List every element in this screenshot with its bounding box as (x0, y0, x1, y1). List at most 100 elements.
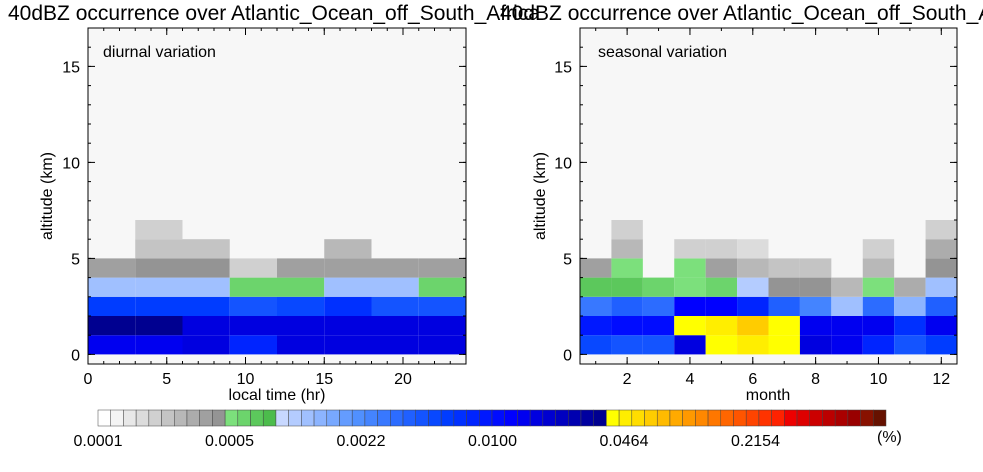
colorbar-swatch (695, 409, 709, 427)
right-xtick-label: 4 (686, 371, 695, 388)
left-heatmap-cell (135, 316, 183, 336)
colorbar-swatch (644, 409, 658, 427)
left-ytick-label: 15 (62, 59, 80, 76)
colorbar-swatch (733, 409, 747, 427)
colorbar-swatch (262, 409, 277, 427)
left-heatmap-cell (277, 258, 325, 278)
right-heatmap-cell (705, 277, 738, 297)
right-heatmap-cell (799, 258, 832, 278)
colorbar-swatch (453, 409, 467, 427)
right-ytick-label: 0 (563, 347, 572, 364)
left-heatmap-cell (324, 335, 372, 355)
right-heatmap-cell (768, 277, 800, 297)
right-heatmap-cell (862, 316, 895, 336)
left-heatmap-cell (371, 335, 419, 355)
left-heatmap-cell (135, 296, 183, 316)
colorbar-swatch (580, 409, 594, 427)
colorbar-swatch (466, 409, 480, 427)
colorbar-swatch (390, 409, 404, 427)
left-heatmap-cell (277, 316, 325, 336)
left-heatmap-cell (88, 277, 136, 297)
colorbar-swatch (186, 409, 200, 427)
left-heatmap-cell (229, 296, 277, 316)
right-heatmap-cell (611, 258, 643, 278)
left-heatmap-cells (88, 220, 466, 355)
colorbar-swatch (351, 409, 366, 427)
right-heatmap-cell (925, 258, 957, 278)
colorbar-swatch (593, 409, 607, 427)
left-heatmap-cell (418, 296, 466, 316)
right-xtick-label: 2 (623, 371, 632, 388)
left-heatmap-cell (229, 277, 277, 297)
right-heatmap-cell (862, 239, 895, 259)
right-heatmap-cell (642, 277, 675, 297)
colorbar-swatch (618, 409, 633, 427)
left-heatmap-cell (277, 277, 325, 297)
colorbar-swatch (707, 409, 722, 427)
right-heatmap-cell (737, 277, 769, 297)
right-heatmap-cell (925, 296, 957, 316)
colorbar-swatch (873, 409, 887, 427)
right-heatmap-cell (737, 258, 769, 278)
right-heatmap-cell (611, 296, 643, 316)
left-xtick-label: 10 (237, 371, 255, 388)
right-heatmap-cell (674, 316, 706, 336)
colorbar-swatch (301, 409, 315, 427)
left-heatmap-cell (182, 258, 230, 278)
right-xlabel: month (746, 387, 790, 404)
left-heatmap-cell (182, 296, 230, 316)
colorbar (97, 409, 887, 427)
right-heatmap-cells (580, 220, 957, 355)
left-ytick-label: 10 (62, 155, 80, 172)
colorbar-swatch (504, 409, 518, 427)
colorbar-swatch (758, 409, 772, 427)
right-heatmap-cell (705, 258, 738, 278)
colorbar-swatch (313, 409, 328, 427)
right-heatmap-cell (705, 316, 738, 336)
right-heatmap-cell (674, 335, 706, 355)
right-ylabel: altitude (km) (532, 152, 549, 240)
colorbar-swatch (479, 409, 493, 427)
colorbar-swatch (860, 409, 874, 427)
left-heatmap-cell (135, 335, 183, 355)
right-heatmap-cell (831, 316, 863, 336)
colorbar-tick-label: 0.0100 (468, 433, 517, 450)
left-heatmap-cell (135, 258, 183, 278)
right-heatmap-cell (737, 316, 769, 336)
colorbar-swatch (339, 409, 353, 427)
left-ytick-label: 0 (71, 347, 80, 364)
right-annotation: seasonal variation (598, 44, 727, 61)
colorbar-swatch (135, 409, 150, 427)
colorbar-swatch (174, 409, 188, 427)
left-heatmap-cell (371, 258, 419, 278)
left-heatmap-cell (182, 335, 230, 355)
colorbar-swatch (656, 409, 671, 427)
left-heatmap-cell (229, 258, 277, 278)
colorbar-swatch (822, 409, 836, 427)
right-heatmap-cell (642, 335, 675, 355)
right-heatmap-cell (925, 316, 957, 336)
right-heatmap-cell (580, 277, 612, 297)
right-heatmap-cell (674, 239, 706, 259)
colorbar-swatch (275, 409, 289, 427)
left-heatmap-cell (418, 277, 466, 297)
right-heatmap-cell (737, 296, 769, 316)
right-heatmap-cell (611, 316, 643, 336)
left-title: 40dBZ occurrence over Atlantic_Ocean_off… (8, 2, 540, 25)
colorbar-swatch (847, 409, 861, 427)
left-ytick-label: 5 (71, 251, 80, 268)
left-heatmap-cell (324, 258, 372, 278)
colorbar-swatch (771, 409, 785, 427)
right-heatmap-cell (674, 296, 706, 316)
left-axis-ticks: 0 5 10 15 20 0 5 10 15 (62, 27, 467, 388)
right-heatmap-cell (799, 316, 832, 336)
left-heatmap-cell (277, 296, 325, 316)
colorbar-swatch (834, 409, 849, 427)
left-xtick-label: 0 (84, 371, 93, 388)
right-heatmap-cell (768, 316, 800, 336)
right-axis-ticks: 2 4 6 8 10 12 0 5 10 15 (554, 27, 957, 388)
colorbar-tick-labels: 0.0001 0.0005 0.0022 0.0100 0.0464 0.2154 (74, 433, 781, 450)
right-plot-frame (579, 27, 958, 365)
right-xtick-label: 10 (870, 371, 888, 388)
